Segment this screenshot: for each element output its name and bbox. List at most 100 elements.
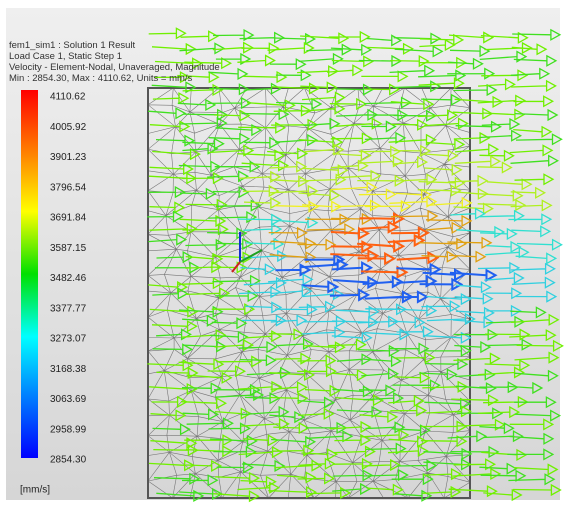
velocity-arrow	[208, 144, 255, 157]
velocity-arrow	[329, 288, 371, 302]
velocity-arrow	[148, 233, 188, 246]
velocity-arrow	[207, 170, 250, 183]
velocity-arrow	[269, 410, 306, 424]
velocity-arrow	[207, 365, 247, 378]
velocity-arrow	[305, 213, 351, 226]
velocity-arrow	[481, 117, 521, 131]
velocity-arrow	[208, 67, 249, 81]
velocity-arrow	[178, 277, 224, 290]
velocity-arrow	[151, 320, 198, 333]
velocity-arrow	[419, 38, 456, 52]
velocity-arrow	[393, 144, 432, 158]
velocity-arrow	[477, 198, 527, 212]
velocity-arrow	[276, 471, 317, 484]
velocity-arrow	[510, 186, 547, 199]
velocity-arrow	[302, 288, 344, 301]
velocity-arrow	[389, 195, 438, 208]
velocity-arrow	[479, 209, 525, 222]
velocity-arrow	[516, 238, 563, 251]
velocity-arrow	[478, 189, 524, 202]
velocity-arrow	[156, 250, 194, 264]
velocity-arrow	[392, 424, 431, 437]
velocity-arrow	[453, 83, 498, 97]
velocity-arrow	[300, 257, 349, 272]
velocity-arrow	[510, 262, 556, 275]
velocity-arrow	[516, 339, 564, 353]
velocity-arrow	[477, 161, 513, 174]
triad-axis	[239, 249, 263, 263]
velocity-arrow	[242, 184, 280, 198]
velocity-arrow	[182, 223, 229, 236]
velocity-arrow	[240, 417, 290, 431]
velocity-arrow	[418, 69, 467, 82]
velocity-arrow	[426, 196, 473, 210]
velocity-arrow	[268, 273, 314, 286]
velocity-arrow	[485, 338, 533, 351]
velocity-arrow	[448, 250, 487, 263]
velocity-arrow	[306, 223, 356, 236]
velocity-arrow	[364, 199, 412, 213]
legend-label: 3168.38	[50, 364, 87, 375]
velocity-arrow	[511, 276, 556, 289]
velocity-arrow	[421, 93, 462, 106]
velocity-arrow	[480, 31, 529, 44]
velocity-arrow	[479, 422, 515, 435]
velocity-arrow	[448, 31, 495, 44]
velocity-arrow	[300, 32, 350, 45]
velocity-arrow	[514, 173, 555, 186]
velocity-arrow	[336, 353, 373, 366]
velocity-arrow	[361, 220, 400, 234]
velocity-arrow	[513, 54, 558, 67]
velocity-arrow	[300, 81, 338, 94]
coordinate-triad	[231, 232, 263, 273]
velocity-arrow	[362, 468, 409, 482]
velocity-arrow	[394, 371, 431, 384]
velocity-arrow	[241, 314, 287, 327]
velocity-arrow	[390, 97, 435, 111]
velocity-arrow	[244, 136, 281, 149]
velocity-arrow	[152, 423, 191, 436]
velocity-arrow	[152, 147, 201, 161]
velocity-arrow	[424, 163, 463, 176]
velocity-arrow	[149, 305, 199, 318]
velocity-arrow	[301, 280, 340, 294]
velocity-arrow	[177, 98, 217, 112]
velocity-arrow	[358, 384, 397, 397]
velocity-arrow	[271, 435, 317, 448]
velocity-arrow	[179, 214, 227, 228]
velocity-arrow	[299, 457, 336, 470]
velocity-arrow	[330, 226, 371, 241]
velocity-arrow	[328, 338, 367, 351]
velocity-arrow	[391, 472, 434, 486]
velocity-arrow	[239, 170, 282, 183]
velocity-arrow	[453, 202, 494, 215]
color-bar	[21, 90, 38, 458]
result-header: fem1_sim1 : Solution 1 Result Load Case …	[9, 40, 220, 84]
velocity-arrow	[326, 64, 364, 77]
velocity-arrow	[179, 116, 228, 130]
velocity-arrow	[366, 483, 404, 496]
velocity-arrow	[148, 27, 187, 40]
velocity-arrow	[513, 125, 553, 138]
velocity-arrow	[510, 306, 547, 319]
velocity-arrow	[331, 55, 375, 68]
velocity-arrow	[306, 430, 354, 443]
legend-label: 3377.77	[50, 303, 87, 314]
velocity-arrow	[514, 369, 559, 382]
velocity-arrow	[270, 381, 308, 394]
velocity-arrow	[178, 160, 222, 173]
velocity-arrow	[417, 184, 462, 197]
velocity-arrow	[152, 343, 194, 356]
legend-label: 2958.99	[50, 424, 87, 435]
velocity-arrow	[147, 210, 184, 223]
velocity-arrow	[450, 187, 489, 200]
velocity-arrow	[182, 142, 219, 155]
velocity-arrow	[479, 381, 519, 394]
velocity-arrow	[447, 57, 484, 70]
velocity-arrow	[274, 459, 323, 472]
velocity-arrow	[179, 487, 224, 501]
velocity-arrow	[241, 42, 280, 55]
velocity-arrow	[334, 433, 372, 447]
velocity-arrow	[418, 77, 465, 90]
velocity-arrow	[361, 458, 402, 472]
